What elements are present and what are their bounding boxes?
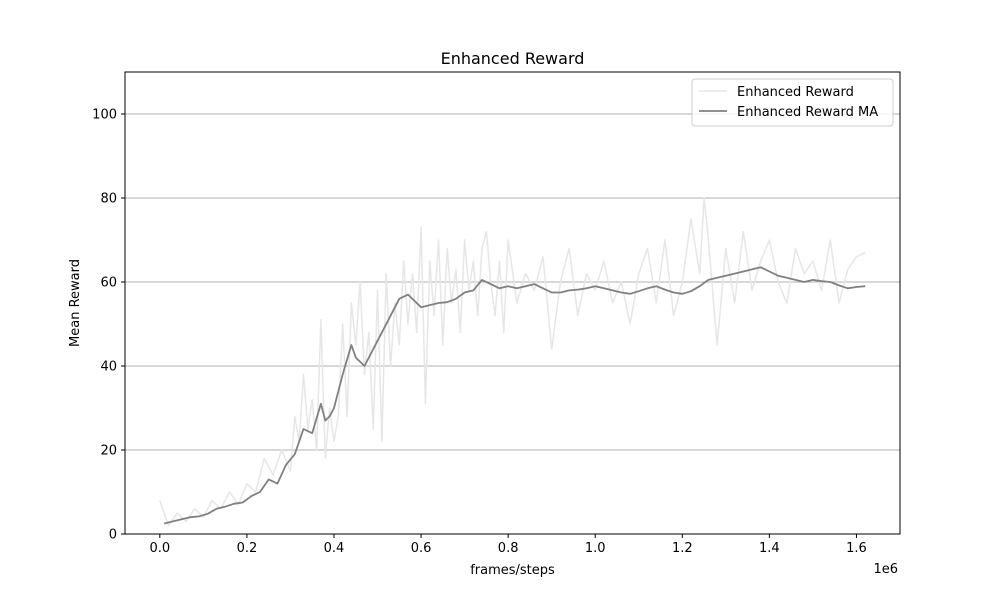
x-axis-title: frames/steps [470,563,555,578]
x-tick-label: 0.2 [237,541,258,556]
chart-title: Enhanced Reward [441,49,585,68]
legend-label-enhanced-reward: Enhanced Reward [737,85,854,100]
series-lines [159,197,866,527]
x-tick-label: 0.8 [498,541,519,556]
y-tick-label: 20 [100,444,117,459]
y-axis-title: Mean Reward [68,259,83,347]
legend: Enhanced Reward Enhanced Reward MA [691,78,894,127]
y-tick-label: 60 [100,276,117,291]
x-tick-label: 0.4 [324,541,345,556]
plot-frame [124,71,901,535]
series-line-enhanced-reward-ma [163,266,866,525]
grid-lines [125,113,900,535]
y-tick-label: 0 [109,528,117,543]
x-tick-label: 0.0 [149,541,170,556]
x-tick-label: 1.0 [585,541,606,556]
axis-ticks: 0 20 40 60 80 100 0.0 0.2 0.4 0.6 0.8 1.0 1.2 1.4 1.6 [92,108,867,557]
x-tick-label: 0.6 [411,541,432,556]
series-line-enhanced-reward [159,197,866,527]
x-tick-label: 1.6 [846,541,867,556]
x-tick-label: 1.2 [672,541,693,556]
x-tick-label: 1.4 [759,541,780,556]
legend-label-enhanced-reward-ma: Enhanced Reward MA [737,105,878,120]
y-tick-label: 40 [100,360,117,375]
y-tick-label: 80 [100,192,117,207]
legend-box [691,78,894,127]
x-axis-offset-label: 1e6 [873,562,898,577]
y-tick-label: 100 [92,108,117,123]
